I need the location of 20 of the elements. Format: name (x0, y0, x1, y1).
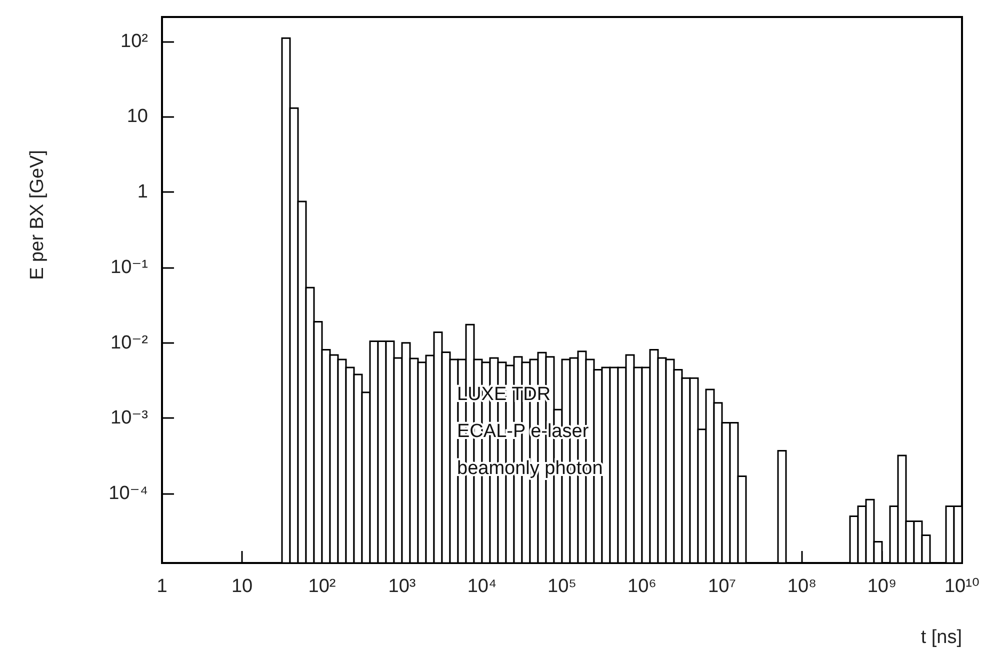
x-tick-label: 10⁵ (547, 576, 577, 597)
x-tick-label: 10³ (388, 576, 416, 597)
x-tick-label: 10¹⁰ (944, 576, 980, 597)
x-tick-label: 10⁷ (708, 576, 736, 597)
y-tick-label: 10 (126, 106, 148, 128)
x-tick-label: 10⁴ (467, 576, 497, 597)
x-tick-label: 10 (231, 576, 253, 597)
x-tick-label: 10² (308, 576, 336, 597)
x-tick-label: 10⁶ (628, 576, 656, 597)
x-tick-label: 10⁸ (787, 576, 817, 597)
y-tick-label: 10⁻¹ (110, 256, 148, 278)
y-tick-label: 10⁻² (110, 332, 148, 354)
y-tick-label: 10² (120, 30, 148, 52)
y-tick-label: 1 (137, 182, 148, 203)
x-tick-label: 1 (156, 576, 168, 597)
x-axis-title: t [ns] (920, 627, 962, 648)
y-tick-label: 10⁻⁴ (108, 483, 148, 504)
y-axis-title: E per BX [GeV] (27, 150, 48, 280)
x-tick-label: 10⁹ (867, 576, 897, 597)
y-tick-label: 10⁻³ (110, 408, 148, 429)
